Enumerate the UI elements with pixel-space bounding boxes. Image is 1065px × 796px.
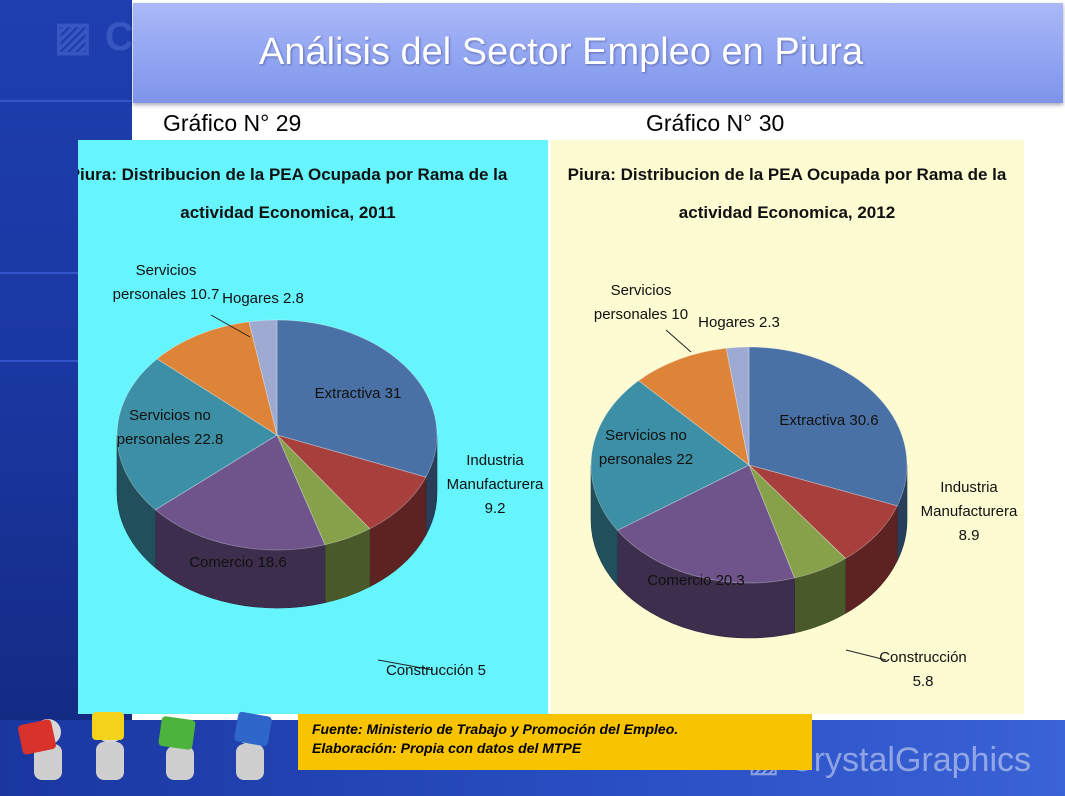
slice-label-text: 8.9 [959,527,980,544]
slice-label-text: Servicios [611,282,672,299]
slice-label-extractiva: Extractiva 30.6 [779,412,878,429]
slice-label-text: Construcción 5 [386,662,486,679]
source-line-1: Fuente: Ministerio de Trabajo y Promoció… [312,721,679,737]
slice-label-extractiva: Extractiva 31 [315,385,402,402]
slice-label-servicios-personales: Servicios personales 10.7 [113,262,220,303]
slice-label-text: personales 22 [599,451,693,468]
pie-slice-comercio [616,464,796,584]
chart-title-line: actividad Economica, 2012 [679,203,895,222]
pie-slice-servicios-no-personales [590,380,750,531]
chart-title-line: Piura: Distribucion de la PEA Ocupada po… [568,165,1007,184]
pie-slice-comercio [154,434,326,551]
title-bar: Análisis del Sector Empleo en Piura [133,3,1063,103]
slice-label-text: Servicios [136,262,197,279]
chart-title-line: actividad Economica, 2011 [180,203,395,222]
slice-label-text: Hogares 2.3 [698,314,780,331]
slice-label-text: personales 10.7 [113,286,220,303]
page-title: Análisis del Sector Empleo en Piura [259,31,864,73]
slice-label-comercio: Comercio 18.6 [189,554,287,571]
chart-title-line: Piura: Distribucion de la PEA Ocupada po… [78,165,508,184]
chart-panel-2011: Piura: Distribucion de la PEA Ocupada po… [78,140,548,714]
leader-line-construccion [845,649,887,661]
slice-label-servicios-personales: Servicios personales 10 [594,282,688,323]
source-line-2: Elaboración: Propia con datos del MTPE [312,740,582,756]
chart-label-30: Gráfico N° 30 [646,110,785,136]
slice-label-text: 5.8 [913,673,934,690]
pie-slice-hogares [248,319,278,436]
pie-slice-industria-manufacturera [275,434,427,530]
pie-slice-industria-manufacturera [748,464,898,559]
pie-slice-hogares [725,346,750,466]
pie-slice-servicios-personales [156,321,278,436]
pie-slice-construccion [748,464,847,579]
pie-chart-2011: Piura: Distribucion de la PEA Ocupada po… [78,140,548,714]
slice-label-construccion: Construcción 5 [386,662,486,679]
slice-label-text: Servicios no [129,407,211,424]
slice-label-text: Extractiva 30.6 [779,412,878,429]
chart-panel-2012: Piura: Distribucion de la PEA Ocupada po… [551,140,1024,714]
slice-label-construccion: Construcción 5.8 [879,649,967,690]
slice-label-text: Industria [940,479,998,496]
slice-label-text: Comercio 20.3 [647,572,745,589]
decorative-people-icon [17,711,272,780]
pie-top [116,319,438,551]
slice-label-text: Manufacturera [447,476,544,493]
pie-slice-servicios-no-personales [116,358,278,511]
pie-sides [116,434,438,609]
slice-label-text: personales 22.8 [117,431,224,448]
slice-label-text: Servicios no [605,427,687,444]
slice-label-text: personales 10 [594,306,688,323]
leader-line-servicios-personales [665,329,692,353]
pie-sides [590,464,908,639]
pie-slice-extractiva [276,319,438,478]
slice-label-text: Manufacturera [921,503,1018,520]
slice-label-text: Construcción [879,649,967,666]
chart-label-29: Gráfico N° 29 [163,110,302,136]
pie-top [590,346,908,584]
leader-line-servicios-personales [210,314,251,338]
source-note: Fuente: Ministerio de Trabajo y Promoció… [298,714,812,770]
slice-label-comercio: Comercio 20.3 [647,572,745,589]
pie-slice-construccion [276,434,371,546]
slice-label-text: Hogares 2.8 [222,290,304,307]
slice-label-industria-manufacturera: Industria Manufacturera 9.2 [447,452,544,517]
slice-label-hogares: Hogares 2.8 [222,290,304,307]
slice-label-industria-manufacturera: Industria Manufacturera 8.9 [921,479,1018,544]
slice-label-text: 9.2 [485,500,506,517]
pie-chart-2012: Piura: Distribucion de la PEA Ocupada po… [551,140,1024,714]
slice-label-servicios-no-personales: Servicios no personales 22 [599,427,693,468]
leader-line-construccion [377,659,434,671]
pie-slice-servicios-personales [637,347,750,466]
slice-label-servicios-no-personales: Servicios no personales 22.8 [117,407,224,448]
slice-label-text: Comercio 18.6 [189,554,287,571]
slice-label-hogares: Hogares 2.3 [698,314,780,331]
pie-slice-extractiva [748,346,908,507]
slice-label-text: Extractiva 31 [315,385,402,402]
slice-label-text: Industria [466,452,524,469]
